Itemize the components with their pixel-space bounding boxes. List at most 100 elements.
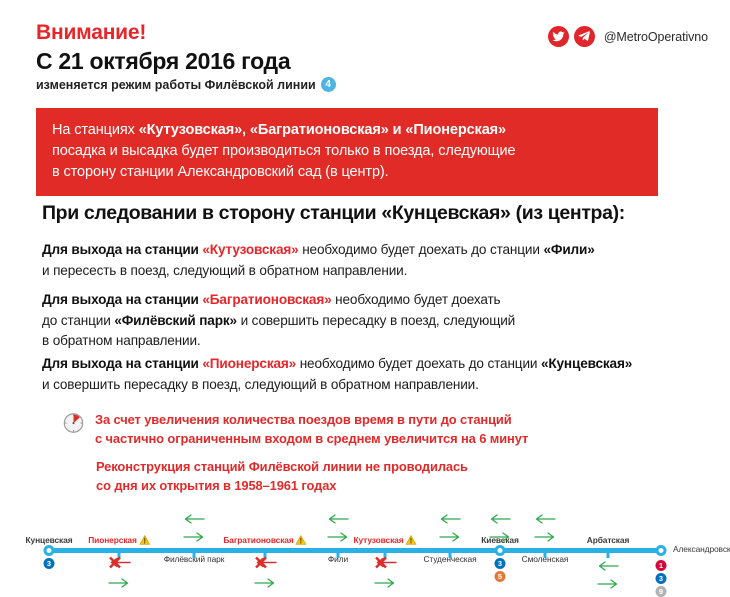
subtitle: изменяется режим работы Филёвской линии … [36, 77, 710, 93]
station-label: Арбатская [586, 535, 630, 545]
line-badge-1[interactable]: 1 [655, 560, 667, 571]
line-badge-3[interactable]: 3 [655, 573, 667, 584]
social-handle: @MetroOperativno [603, 29, 708, 44]
instruction-paragraph-pionerskaya: Для выхода на станции «Пионерская» необх… [42, 354, 692, 395]
station-label: Кутузовская [353, 535, 404, 545]
station-tick [263, 549, 267, 558]
station-label: Киевская [481, 535, 519, 545]
blocked-arrow-icon [253, 556, 277, 574]
twitter-icon[interactable] [547, 26, 569, 47]
travel-time-note: За счет увеличения количества поездов вр… [62, 410, 528, 448]
para2-line3: в обратном направлении. [42, 333, 201, 349]
interchange-badges: 1 3 9 [655, 560, 667, 597]
direction-arrows [107, 556, 131, 593]
direction-arrows [534, 511, 556, 547]
metro-line-track [44, 548, 662, 553]
banner-line-2: посадка и высадка будет производиться то… [52, 143, 516, 160]
instruction-paragraph-bagrationovskaya: Для выхода на станции «Багратионовская» … [42, 290, 692, 352]
attention-title: Внимание! [36, 21, 147, 44]
green-arrow-icon-right [254, 575, 276, 593]
blocked-arrow-icon [373, 556, 397, 574]
para2-line1: Для выхода на станции «Багратионовская» … [42, 290, 692, 311]
direction-arrows [439, 511, 461, 547]
para2-lead: Для выхода на станции [42, 292, 203, 307]
instruction-paragraph-kutuzovskaya: Для выхода на станции «Кутузовская» необ… [42, 240, 692, 281]
reconstruction-line-1: Реконструкция станций Филёвской линии не… [96, 459, 468, 474]
station-label: Кунцевская [25, 535, 73, 545]
metro-line-diagram: Кунцевская 3 Пионерская Филёвский парк Багра… [0, 514, 730, 597]
station-label-wrap: Александровский сад [673, 544, 730, 554]
station-label: Фили [327, 554, 349, 564]
green-arrow-icon-left [489, 511, 511, 529]
line-number-badge: 4 [320, 77, 336, 93]
warning-triangle-icon [138, 535, 150, 545]
green-arrow-icon-left [439, 511, 461, 529]
section-heading: При следовании в сторону станции «Кунцев… [42, 202, 625, 224]
terminus-marker [494, 545, 506, 556]
travel-time-text: За счет увеличения количества поездов вр… [95, 410, 528, 448]
station-label-wrap: Смоленская [522, 554, 569, 564]
para1-line2: и пересесть в поезд, следующий в обратно… [42, 262, 408, 278]
para1-target: «Фили» [543, 242, 595, 257]
direction-arrows [183, 511, 205, 547]
reconstruction-line-2: со дня их открытия в 1958–1961 годах [96, 478, 337, 494]
station-label-wrap: Филёвский парк [164, 554, 225, 564]
para2-line2: до станции «Филёвский парк» и совершить … [42, 311, 692, 332]
green-arrow-icon-right [534, 529, 556, 547]
line-badge-3[interactable]: 3 [43, 558, 55, 569]
green-arrow-icon-left [597, 558, 619, 576]
line-badge-9[interactable]: 9 [655, 586, 667, 597]
direction-arrows [327, 511, 349, 547]
reconstruction-note: Реконструкция станций Филёвской линии не… [96, 457, 468, 495]
station-tick [448, 549, 452, 558]
station-label-wrap: Пионерская [88, 535, 150, 545]
interchange-badges: 3 [43, 558, 55, 569]
direction-arrows [489, 511, 511, 547]
para2-tail-mid: и совершить пересадку в поезд, следующий [236, 312, 516, 328]
station-label-wrap: Фили [328, 554, 348, 564]
alert-banner: На станциях «Кутузовская», «Багратионовс… [36, 108, 658, 197]
station-label: Пионерская [88, 535, 137, 545]
line-badge-3[interactable]: 3 [494, 558, 506, 569]
para3-mid: необходимо будет доехать до станции [296, 356, 541, 371]
station-label: Филёвский парк [163, 554, 225, 564]
banner-line1-pre: На станциях [52, 122, 139, 138]
para2-target: «Филёвский парк» [114, 312, 237, 328]
station-tick [192, 549, 196, 558]
para3-station: «Пионерская» [202, 356, 297, 371]
station-tick [336, 549, 340, 558]
banner-line-3: в сторону станции Александровский сад (в… [52, 164, 389, 181]
station-label: Смоленская [521, 554, 569, 564]
station-tick [543, 549, 547, 558]
para2-mid: необходимо будет доехать [331, 292, 501, 307]
green-arrow-icon-right [327, 529, 349, 547]
para2-station: «Багратионовская» [202, 292, 332, 307]
header: Внимание! С 21 октября 2016 года изменяе… [36, 21, 710, 94]
station-label: Багратионовская [223, 535, 294, 545]
para2-tail-pre: до станции [42, 312, 115, 328]
station-label-wrap: Багратионовская [223, 535, 307, 545]
subtitle-text: изменяется режим работы Филёвской линии [36, 77, 316, 92]
station-tick [383, 549, 387, 558]
telegram-icon[interactable] [573, 26, 595, 47]
line-badge-5[interactable]: 5 [494, 571, 506, 582]
para1-line1: Для выхода на станции «Кутузовская» необ… [42, 240, 692, 261]
station-label: Александровский сад [673, 544, 730, 554]
note-line-2: с частично ограниченным входом в среднем… [95, 431, 529, 447]
green-arrow-icon-right [489, 529, 511, 547]
station-label-wrap: Кунцевская [26, 535, 73, 545]
station-label: Студенческая [423, 554, 477, 564]
banner-line1-stations: «Кутузовская», «Багратионовская» и «Пион… [138, 122, 506, 138]
direction-arrows [373, 556, 397, 593]
note-line-1: За счет увеличения количества поездов вр… [95, 412, 512, 427]
para3-line2: и совершить пересадку в поезд, следующий… [42, 376, 479, 392]
warning-triangle-icon [295, 535, 307, 545]
social-links[interactable]: @MetroOperativno [547, 26, 708, 47]
para3-target: «Кунцевская» [540, 356, 633, 371]
station-label-wrap: Арбатская [586, 535, 630, 545]
station-tick [117, 549, 121, 558]
station-label-wrap: Киевская [481, 535, 519, 545]
green-arrow-icon-right [439, 529, 461, 547]
